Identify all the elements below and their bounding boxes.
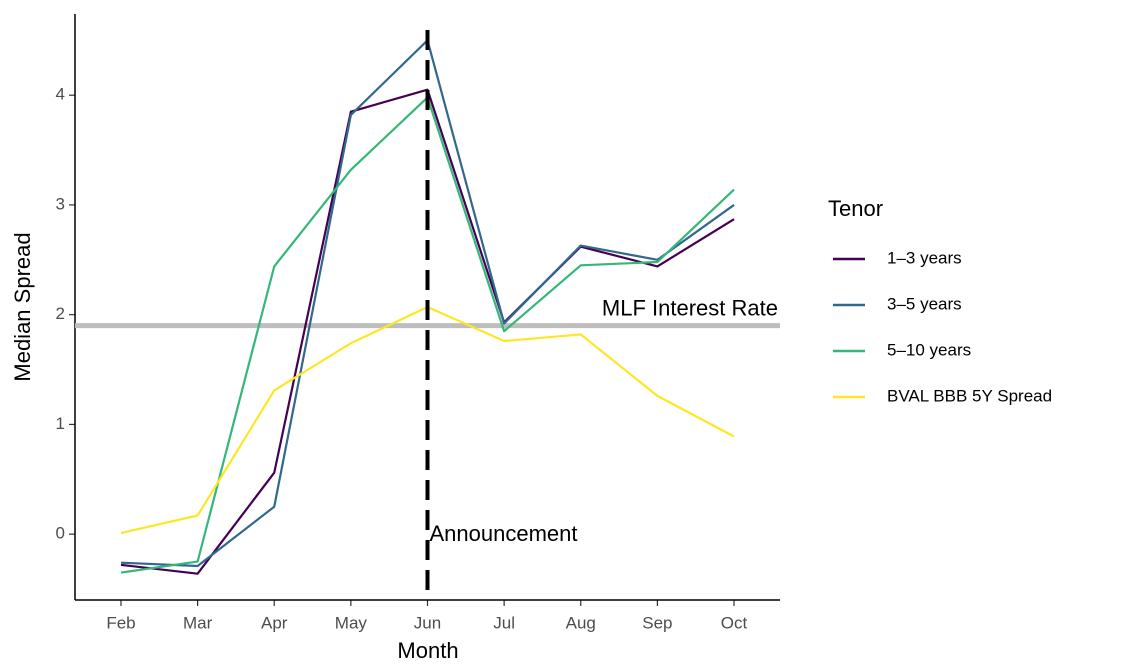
legend-label: 1–3 years <box>887 248 962 267</box>
y-tick-label: 2 <box>56 304 65 323</box>
x-tick-label: Jul <box>493 613 515 632</box>
x-tick-label: Feb <box>106 613 135 632</box>
y-tick-label: 1 <box>56 414 65 433</box>
legend-label: 5–10 years <box>887 340 971 359</box>
x-tick-label: Aug <box>566 613 596 632</box>
x-tick-label: Sep <box>642 613 672 632</box>
y-axis-title: Median Spread <box>10 232 35 381</box>
legend-label: BVAL BBB 5Y Spread <box>887 386 1052 405</box>
legend-title: Tenor <box>828 196 883 221</box>
x-tick-label: Mar <box>183 613 213 632</box>
y-tick-label: 0 <box>56 524 65 543</box>
x-tick-label: May <box>335 613 368 632</box>
announcement-label: Announcement <box>430 521 578 546</box>
x-tick-label: Apr <box>261 613 288 632</box>
series-line <box>120 88 735 575</box>
y-tick-label: 3 <box>56 194 65 213</box>
reference-label: MLF Interest Rate <box>602 295 778 320</box>
y-tick-label: 4 <box>56 85 65 104</box>
x-tick-label: Jun <box>414 613 441 632</box>
x-axis-title: Month <box>397 638 458 663</box>
x-tick-label: Oct <box>721 613 748 632</box>
legend-label: 3–5 years <box>887 294 962 313</box>
